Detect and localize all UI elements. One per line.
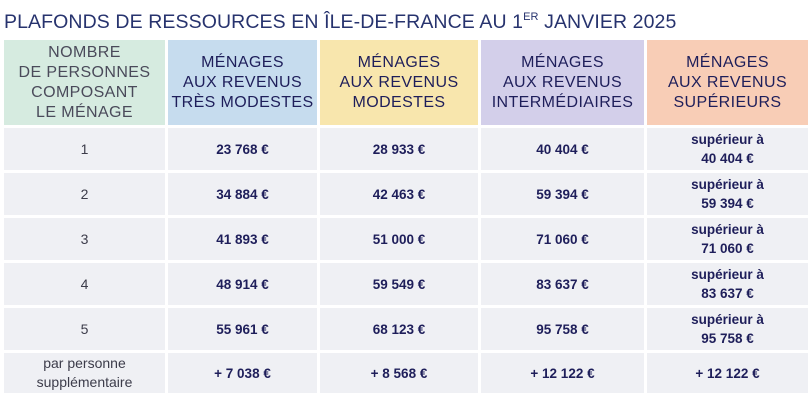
cell-tres-modestes: 48 914 € <box>168 263 317 305</box>
cell-intermediaires: 71 060 € <box>481 218 644 260</box>
cell-extra-label: par personne supplémentaire <box>4 353 165 393</box>
table-row: 5 55 961 € 68 123 € 95 758 € supérieur à… <box>4 308 808 350</box>
cell-tres-modestes: 55 961 € <box>168 308 317 350</box>
header-tres-modestes: MÉNAGES AUX REVENUS TRÈS MODESTES <box>168 40 317 125</box>
header-superieurs: MÉNAGES AUX REVENUS SUPÉRIEURS <box>647 40 808 125</box>
title-main: PLAFONDS DE RESSOURCES EN ÎLE-DE-FRANCE … <box>4 11 524 33</box>
cell-intermediaires: + 12 122 € <box>481 353 644 393</box>
title-tail: JANVIER 2025 <box>538 11 677 33</box>
cell-modestes: 51 000 € <box>320 218 478 260</box>
cell-superieurs: + 12 122 € <box>647 353 808 393</box>
cell-intermediaires: 59 394 € <box>481 173 644 215</box>
cell-tres-modestes: 34 884 € <box>168 173 317 215</box>
header-line: AUX REVENUS <box>502 73 623 91</box>
header-line: DE PERSONNES <box>18 63 151 81</box>
cell-modestes: 68 123 € <box>320 308 478 350</box>
header-household-size: NOMBRE DE PERSONNES COMPOSANT LE MÉNAGE <box>4 40 165 125</box>
table-row: 4 48 914 € 59 549 € 83 637 € supérieur à… <box>4 263 808 305</box>
cell-line: 83 637 € <box>701 286 754 301</box>
header-line: COMPOSANT <box>31 83 138 101</box>
cell-modestes: 59 549 € <box>320 263 478 305</box>
cell-superieurs: supérieur à 71 060 € <box>647 218 808 260</box>
cell-modestes: + 8 568 € <box>320 353 478 393</box>
cell-tres-modestes: 41 893 € <box>168 218 317 260</box>
table-row: 3 41 893 € 51 000 € 71 060 € supérieur à… <box>4 218 808 260</box>
header-intermediaires: MÉNAGES AUX REVENUS INTERMÉDIAIRES <box>481 40 644 125</box>
table-row: 1 23 768 € 28 933 € 40 404 € supérieur à… <box>4 128 808 170</box>
cell-line: supérieur à <box>691 267 764 282</box>
cell-line: 71 060 € <box>701 241 754 256</box>
cell-persons: 2 <box>4 173 165 215</box>
cell-tres-modestes: + 7 038 € <box>168 353 317 393</box>
cell-line: supérieur à <box>691 177 764 192</box>
header-line: MÉNAGES <box>201 53 284 71</box>
table-row: 2 34 884 € 42 463 € 59 394 € supérieur à… <box>4 173 808 215</box>
cell-line: supérieur à <box>691 222 764 237</box>
cell-intermediaires: 95 758 € <box>481 308 644 350</box>
header-modestes: MÉNAGES AUX REVENUS MODESTES <box>320 40 478 125</box>
cell-line: supérieur à <box>691 132 764 147</box>
income-ceiling-table: NOMBRE DE PERSONNES COMPOSANT LE MÉNAGE … <box>1 37 809 396</box>
title-superscript: ER <box>523 11 539 23</box>
cell-modestes: 42 463 € <box>320 173 478 215</box>
header-line: MÉNAGES <box>521 53 604 71</box>
cell-persons: 3 <box>4 218 165 260</box>
header-line: MÉNAGES <box>357 53 441 71</box>
header-line: NOMBRE <box>48 43 121 61</box>
cell-persons: 5 <box>4 308 165 350</box>
cell-superieurs: supérieur à 83 637 € <box>647 263 808 305</box>
cell-line: supérieur à <box>691 312 764 327</box>
header-line: AUX REVENUS <box>667 73 788 91</box>
header-line: AUX REVENUS <box>182 73 303 91</box>
cell-line: supplémentaire <box>36 374 133 390</box>
header-row: NOMBRE DE PERSONNES COMPOSANT LE MÉNAGE … <box>4 40 808 125</box>
cell-modestes: 28 933 € <box>320 128 478 170</box>
cell-line: 59 394 € <box>701 196 754 211</box>
header-line: SUPÉRIEURS <box>673 93 782 111</box>
cell-line: 95 758 € <box>701 331 754 346</box>
cell-line: par personne <box>43 355 126 371</box>
cell-superieurs: supérieur à 40 404 € <box>647 128 808 170</box>
cell-persons: 4 <box>4 263 165 305</box>
cell-tres-modestes: 23 768 € <box>168 128 317 170</box>
cell-persons: 1 <box>4 128 165 170</box>
cell-superieurs: supérieur à 95 758 € <box>647 308 808 350</box>
cell-superieurs: supérieur à 59 394 € <box>647 173 808 215</box>
header-line: TRÈS MODESTES <box>171 93 314 111</box>
header-line: LE MÉNAGE <box>36 103 133 121</box>
table-row-extra-person: par personne supplémentaire + 7 038 € + … <box>4 353 808 393</box>
header-line: MODESTES <box>352 93 446 111</box>
cell-intermediaires: 83 637 € <box>481 263 644 305</box>
header-line: INTERMÉDIAIRES <box>491 93 634 111</box>
page-title: PLAFONDS DE RESSOURCES EN ÎLE-DE-FRANCE … <box>4 2 677 33</box>
cell-line: 40 404 € <box>701 151 754 166</box>
header-line: MÉNAGES <box>686 53 769 71</box>
header-line: AUX REVENUS <box>339 73 459 91</box>
cell-intermediaires: 40 404 € <box>481 128 644 170</box>
